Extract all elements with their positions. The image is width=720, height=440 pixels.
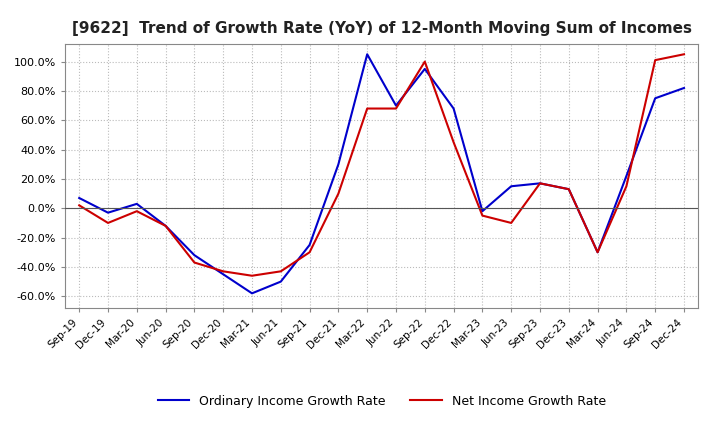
Title: [9622]  Trend of Growth Rate (YoY) of 12-Month Moving Sum of Incomes: [9622] Trend of Growth Rate (YoY) of 12-… <box>71 21 692 36</box>
Net Income Growth Rate <box>507 220 516 226</box>
Net Income Growth Rate <box>219 269 228 274</box>
Ordinary Income Growth Rate <box>75 195 84 201</box>
Net Income Growth Rate <box>680 51 688 57</box>
Net Income Growth Rate <box>363 106 372 111</box>
Net Income Growth Rate <box>276 269 285 274</box>
Ordinary Income Growth Rate <box>132 201 141 206</box>
Net Income Growth Rate <box>132 209 141 214</box>
Ordinary Income Growth Rate <box>392 103 400 108</box>
Ordinary Income Growth Rate <box>104 210 112 215</box>
Ordinary Income Growth Rate <box>651 95 660 101</box>
Ordinary Income Growth Rate <box>536 181 544 186</box>
Net Income Growth Rate <box>305 249 314 255</box>
Legend: Ordinary Income Growth Rate, Net Income Growth Rate: Ordinary Income Growth Rate, Net Income … <box>153 390 611 413</box>
Ordinary Income Growth Rate <box>248 291 256 296</box>
Ordinary Income Growth Rate <box>363 51 372 57</box>
Net Income Growth Rate <box>536 181 544 186</box>
Ordinary Income Growth Rate <box>420 66 429 72</box>
Net Income Growth Rate <box>161 223 170 228</box>
Net Income Growth Rate <box>564 187 573 192</box>
Ordinary Income Growth Rate <box>680 85 688 91</box>
Net Income Growth Rate <box>392 106 400 111</box>
Net Income Growth Rate <box>622 183 631 189</box>
Net Income Growth Rate <box>334 191 343 196</box>
Ordinary Income Growth Rate <box>507 183 516 189</box>
Ordinary Income Growth Rate <box>161 223 170 228</box>
Net Income Growth Rate <box>190 260 199 265</box>
Net Income Growth Rate <box>104 220 112 226</box>
Net Income Growth Rate <box>651 58 660 63</box>
Ordinary Income Growth Rate <box>478 209 487 214</box>
Ordinary Income Growth Rate <box>219 271 228 277</box>
Line: Ordinary Income Growth Rate: Ordinary Income Growth Rate <box>79 54 684 293</box>
Ordinary Income Growth Rate <box>449 106 458 111</box>
Net Income Growth Rate <box>478 213 487 218</box>
Ordinary Income Growth Rate <box>564 187 573 192</box>
Ordinary Income Growth Rate <box>305 242 314 248</box>
Net Income Growth Rate <box>449 139 458 145</box>
Net Income Growth Rate <box>248 273 256 279</box>
Net Income Growth Rate <box>75 203 84 208</box>
Ordinary Income Growth Rate <box>334 161 343 167</box>
Ordinary Income Growth Rate <box>276 279 285 284</box>
Line: Net Income Growth Rate: Net Income Growth Rate <box>79 54 684 276</box>
Ordinary Income Growth Rate <box>593 249 602 255</box>
Net Income Growth Rate <box>420 59 429 64</box>
Ordinary Income Growth Rate <box>622 173 631 179</box>
Net Income Growth Rate <box>593 249 602 255</box>
Ordinary Income Growth Rate <box>190 253 199 258</box>
